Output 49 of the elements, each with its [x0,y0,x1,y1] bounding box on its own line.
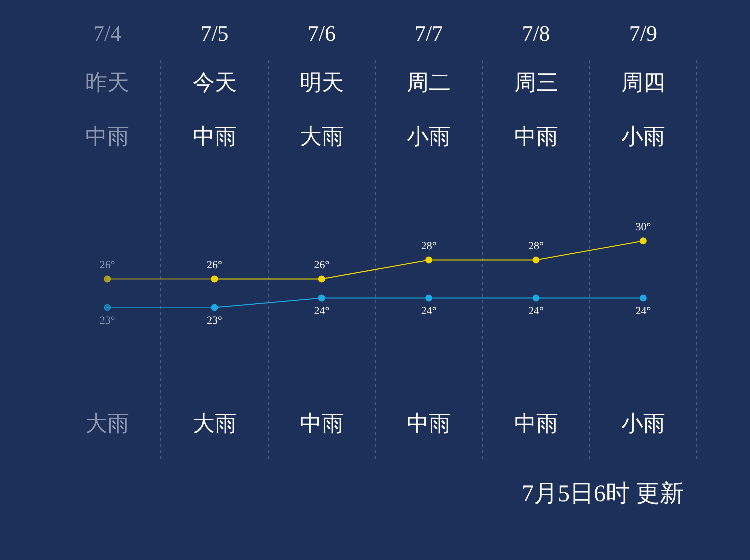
data-label: 26° [207,260,222,272]
annotation: 小雨 [621,410,666,436]
annotation: 周四 [621,70,666,95]
point [211,276,218,283]
point [318,294,326,302]
text: 7月5日6时 更新 [522,480,684,508]
annotation: 周三 [514,70,558,95]
annotation: 周二 [407,70,452,95]
annotation: 昨天 [86,70,130,95]
annotation: 中雨 [514,124,558,149]
point [532,294,540,302]
x-tick-label: 7/9 [629,20,658,46]
x-tick-label: 7/8 [522,20,550,46]
data-label: 24° [314,306,330,318]
x-tick-label: 7/6 [308,20,336,46]
point [104,276,112,283]
annotation: 明天 [300,70,344,95]
annotation: 大雨 [86,410,130,436]
annotation: 中雨 [192,124,237,149]
annotation: 今天 [192,70,237,95]
point [640,294,647,302]
data-label: 26° [100,260,116,272]
point [211,304,218,312]
point [104,304,112,312]
data-label: 28° [528,240,544,253]
data-label: 28° [421,240,437,253]
data-label: 24° [528,306,544,318]
data-label: 24° [421,306,437,318]
annotation: 大雨 [300,124,344,149]
data-label: 30° [636,222,652,234]
point [318,276,326,283]
x-tick-label: 7/5 [200,20,229,46]
point [532,256,540,264]
data-label: 23° [100,315,116,328]
point [426,256,433,264]
annotation: 中雨 [407,410,452,436]
point [640,238,647,245]
annotation: 小雨 [621,124,666,149]
annotation: 中雨 [86,124,130,149]
annotation: 小雨 [407,124,452,149]
data-label: 23° [207,315,222,328]
annotation: 中雨 [300,410,344,436]
point [426,294,433,302]
x-tick-label: 7/4 [94,20,122,46]
annotation: 大雨 [192,410,237,436]
data-label: 26° [314,260,330,272]
data-label: 24° [636,306,652,318]
x-tick-label: 7/7 [415,20,444,46]
annotation: 中雨 [514,410,558,436]
